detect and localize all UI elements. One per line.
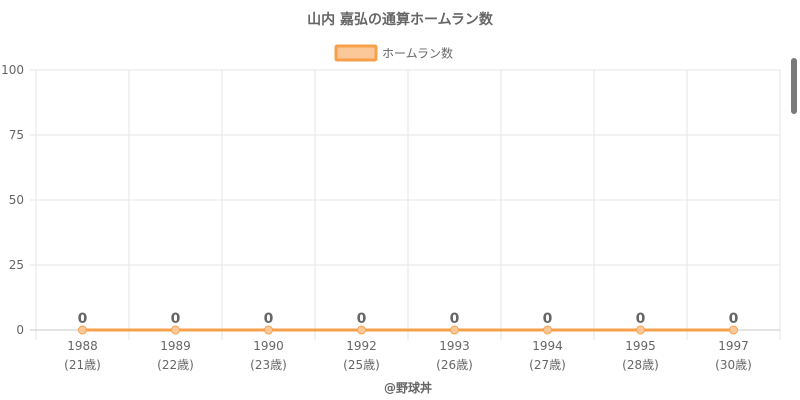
x-axis-caption: @野球丼 [384,380,432,395]
x-tick-label: 1990 [253,339,284,353]
data-label: 0 [450,311,460,327]
data-label: 0 [264,311,274,327]
grid [30,69,781,340]
legend-label: ホームラン数 [382,46,453,61]
data-point [78,325,87,335]
x-tick-label: 1994 [532,339,563,353]
y-tick-label: 75 [9,128,24,142]
scrollbar-thumb[interactable] [791,58,797,114]
x-tick-label: 1988 [67,339,98,353]
axes: 0 25 50 75 100 1988 (21歳) 1989 (22歳) 1990 (23歳) 199… [1,63,780,372]
chart-title: 山内 嘉弘の通算ホームラン数 [307,11,494,28]
x-tick-sublabel: (27歳) [529,358,566,372]
y-tick-label: 0 [16,323,24,337]
data-label: 0 [729,311,739,327]
data-labels: 0 0 0 0 0 0 0 0 [78,311,739,327]
data-label: 0 [78,311,88,327]
data-point [171,325,180,335]
legend-swatch [334,44,378,62]
data-point [636,325,645,335]
legend[interactable]: ホームラン数 [334,44,453,62]
x-tick-label: 1997 [718,339,749,353]
x-tick-label: 1995 [625,339,656,353]
x-tick-label: 1992 [346,339,377,353]
data-label: 0 [357,311,367,327]
series-homeruns [78,325,738,335]
data-point [543,325,552,335]
y-tick-label: 25 [9,258,24,272]
data-point [357,325,366,335]
y-tick-label: 50 [9,193,24,207]
data-point [729,325,738,335]
x-tick-sublabel: (28歳) [622,358,659,372]
data-label: 0 [543,311,553,327]
data-point [450,325,459,335]
x-tick-sublabel: (26歳) [436,358,473,372]
x-tick-sublabel: (30歳) [715,358,752,372]
data-point [264,325,273,335]
x-tick-sublabel: (21歳) [64,358,101,372]
x-tick-sublabel: (23歳) [250,358,287,372]
x-tick-sublabel: (22歳) [157,358,194,372]
y-tick-label: 100 [1,63,24,77]
x-tick-label: 1989 [160,339,191,353]
data-label: 0 [636,311,646,327]
data-label: 0 [171,311,181,327]
x-tick-label: 1993 [439,339,470,353]
x-tick-sublabel: (25歳) [343,358,380,372]
